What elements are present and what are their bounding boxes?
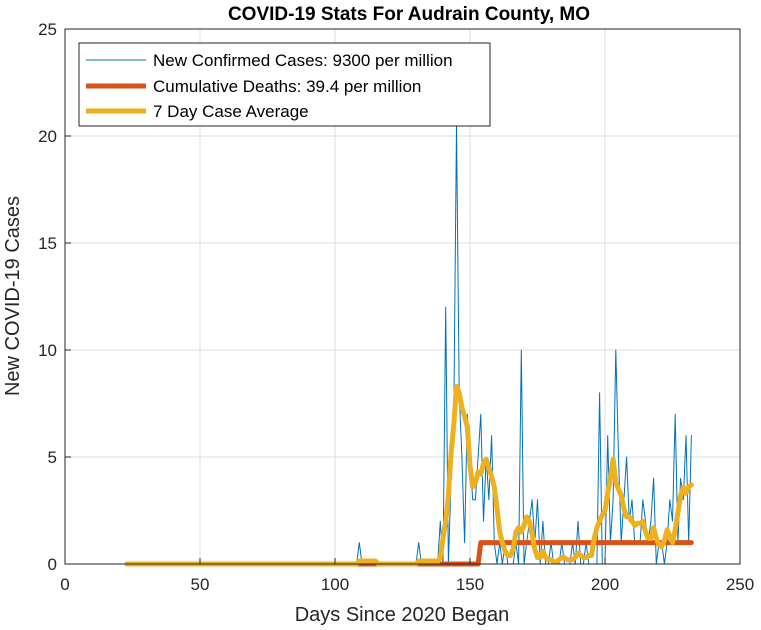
legend-entry-label: New Confirmed Cases: 9300 per million: [153, 51, 453, 70]
x-tick-label: 50: [191, 575, 210, 594]
x-tick-label: 200: [591, 575, 619, 594]
x-tick-label: 150: [456, 575, 484, 594]
y-tick-label: 15: [38, 234, 57, 253]
series-line-3: [124, 383, 694, 567]
y-tick-label: 5: [48, 448, 57, 467]
x-tick-label: 0: [60, 575, 69, 594]
x-tick-label: 100: [321, 575, 349, 594]
legend-entry-label: Cumulative Deaths: 39.4 per million: [153, 77, 421, 96]
y-tick-label: 0: [48, 555, 57, 574]
x-axis-label: Days Since 2020 Began: [295, 604, 510, 626]
series-line-2: [124, 540, 694, 567]
y-tick-label: 10: [38, 341, 57, 360]
y-tick-label: 25: [38, 20, 57, 39]
legend-entry-label: 7 Day Case Average: [153, 102, 309, 121]
y-axis-ticks: 0 5 10 15 20 25: [38, 20, 71, 574]
plot-area-frame: [64, 28, 741, 565]
x-tick-label: 250: [726, 575, 754, 594]
series-layer: [124, 124, 694, 567]
x-axis-ticks: 0 50 100 150 200 250: [60, 558, 754, 594]
chart-title: COVID-19 Stats For Audrain County, MO: [228, 4, 590, 25]
legend-box: [78, 42, 491, 127]
y-tick-label: 20: [38, 127, 57, 146]
legend: New Confirmed Cases: 9300 per million Cum…: [78, 42, 491, 127]
y-axis-label: New COVID-19 Cases: [2, 196, 24, 396]
